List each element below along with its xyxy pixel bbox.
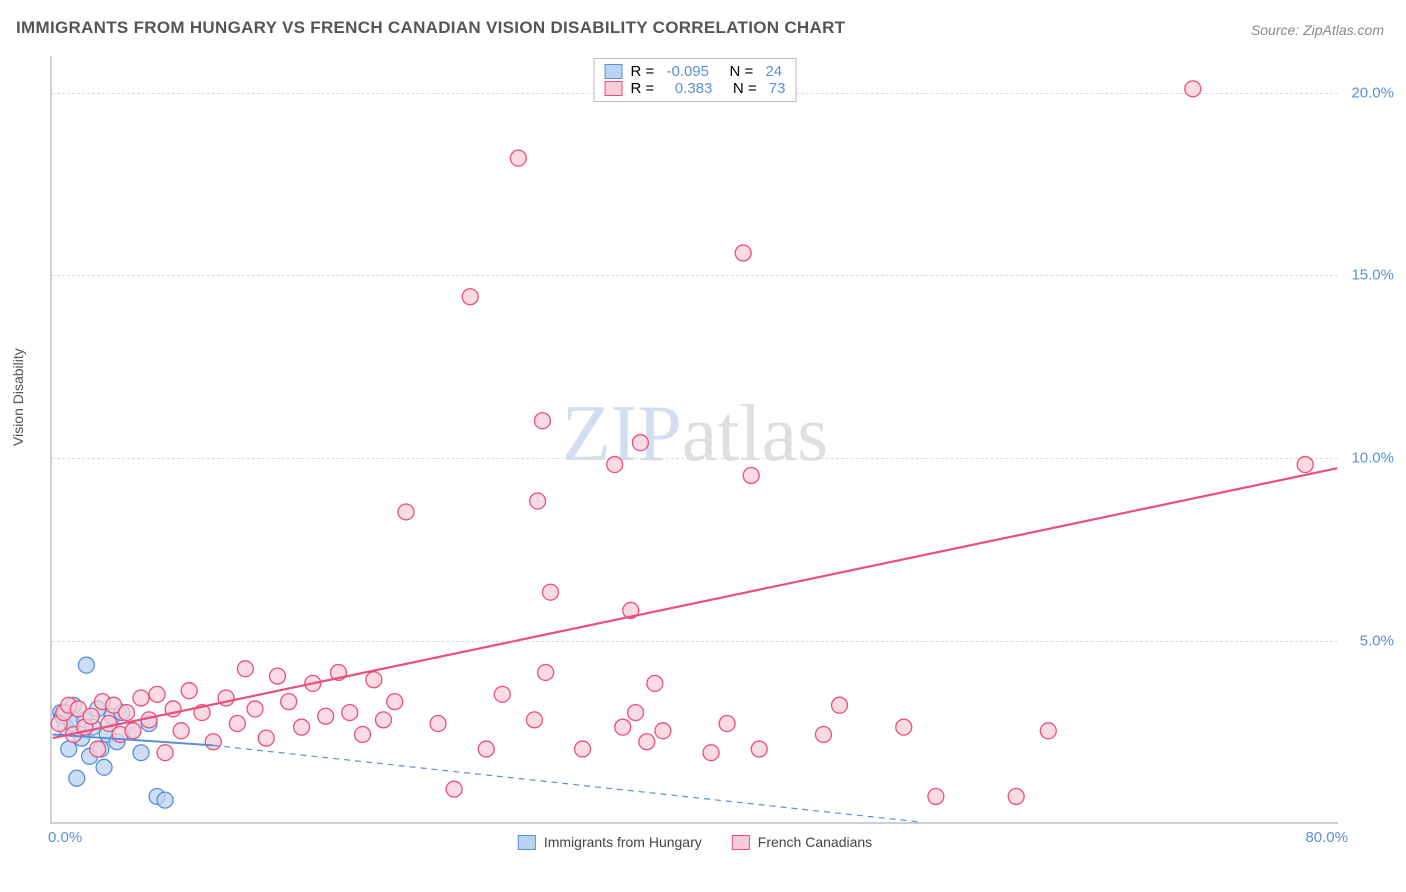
y-tick-label: 20.0% bbox=[1351, 84, 1394, 101]
data-point bbox=[575, 741, 591, 757]
data-point bbox=[355, 726, 371, 742]
data-point bbox=[743, 467, 759, 483]
data-point bbox=[655, 723, 671, 739]
data-point bbox=[387, 694, 403, 710]
stat-n-label: N = bbox=[717, 63, 757, 80]
data-point bbox=[398, 504, 414, 520]
data-point bbox=[61, 741, 77, 757]
data-point bbox=[462, 289, 478, 305]
stats-box: R = -0.095 N = 24 R = 0.383 N = 73 bbox=[594, 58, 797, 102]
data-point bbox=[719, 716, 735, 732]
y-tick-label: 15.0% bbox=[1351, 267, 1394, 284]
data-point bbox=[639, 734, 655, 750]
data-point bbox=[751, 741, 767, 757]
data-point bbox=[815, 726, 831, 742]
legend-item-french: French Canadians bbox=[732, 834, 872, 850]
data-point bbox=[735, 245, 751, 261]
data-point bbox=[237, 661, 253, 677]
data-point bbox=[1040, 723, 1056, 739]
data-point bbox=[157, 745, 173, 761]
stat-n-label: N = bbox=[720, 80, 760, 97]
data-point bbox=[119, 705, 135, 721]
data-point bbox=[133, 690, 149, 706]
data-point bbox=[181, 683, 197, 699]
data-point bbox=[133, 745, 149, 761]
scatter-svg bbox=[52, 56, 1338, 822]
data-point bbox=[90, 741, 106, 757]
stats-row-french: R = 0.383 N = 73 bbox=[605, 80, 786, 97]
data-point bbox=[318, 708, 334, 724]
data-point bbox=[1297, 457, 1313, 473]
data-point bbox=[530, 493, 546, 509]
data-point bbox=[534, 413, 550, 429]
y-tick-label: 5.0% bbox=[1360, 633, 1394, 650]
data-point bbox=[628, 705, 644, 721]
data-point bbox=[69, 770, 85, 786]
stats-row-hungary: R = -0.095 N = 24 bbox=[605, 63, 786, 80]
x-tick-0: 0.0% bbox=[48, 829, 82, 846]
data-point bbox=[478, 741, 494, 757]
data-point bbox=[607, 457, 623, 473]
data-point bbox=[258, 730, 274, 746]
legend-label-hungary: Immigrants from Hungary bbox=[544, 834, 702, 850]
data-point bbox=[494, 686, 510, 702]
data-point bbox=[510, 150, 526, 166]
stat-r-french: 0.383 bbox=[666, 80, 712, 97]
data-point bbox=[78, 657, 94, 673]
stat-r-label: R = bbox=[631, 63, 659, 80]
data-point bbox=[149, 686, 165, 702]
data-point bbox=[1008, 788, 1024, 804]
data-point bbox=[96, 759, 112, 775]
legend-label-french: French Canadians bbox=[758, 834, 872, 850]
data-point bbox=[896, 719, 912, 735]
stat-r-label: R = bbox=[631, 80, 659, 97]
data-point bbox=[342, 705, 358, 721]
data-point bbox=[83, 708, 99, 724]
trend-line bbox=[53, 468, 1338, 738]
bottom-legend: Immigrants from Hungary French Canadians bbox=[518, 834, 872, 850]
data-point bbox=[1185, 81, 1201, 97]
source-label: Source: ZipAtlas.com bbox=[1251, 22, 1384, 38]
y-tick-label: 10.0% bbox=[1351, 450, 1394, 467]
data-point bbox=[157, 792, 173, 808]
data-point bbox=[430, 716, 446, 732]
data-point bbox=[446, 781, 462, 797]
legend-swatch-french bbox=[732, 835, 750, 850]
data-point bbox=[281, 694, 297, 710]
data-point bbox=[270, 668, 286, 684]
chart-title: IMMIGRANTS FROM HUNGARY VS FRENCH CANADI… bbox=[16, 18, 845, 38]
data-point bbox=[205, 734, 221, 750]
data-point bbox=[125, 723, 141, 739]
data-point bbox=[647, 675, 663, 691]
data-point bbox=[229, 716, 245, 732]
data-point bbox=[832, 697, 848, 713]
legend-item-hungary: Immigrants from Hungary bbox=[518, 834, 702, 850]
stat-r-hungary: -0.095 bbox=[666, 63, 709, 80]
data-point bbox=[542, 584, 558, 600]
x-tick-1: 80.0% bbox=[1305, 829, 1348, 846]
data-point bbox=[928, 788, 944, 804]
data-point bbox=[294, 719, 310, 735]
swatch-hungary bbox=[605, 64, 623, 79]
swatch-french bbox=[605, 81, 623, 96]
data-point bbox=[703, 745, 719, 761]
legend-swatch-hungary bbox=[518, 835, 536, 850]
stat-n-hungary: 24 bbox=[765, 63, 782, 80]
data-point bbox=[366, 672, 382, 688]
data-point bbox=[615, 719, 631, 735]
trend-line-extrapolation bbox=[213, 745, 920, 822]
data-point bbox=[247, 701, 263, 717]
data-point bbox=[526, 712, 542, 728]
plot-area: ZIPatlas 5.0%10.0%15.0%20.0% 0.0% 80.0% … bbox=[50, 56, 1338, 824]
data-point bbox=[375, 712, 391, 728]
data-point bbox=[632, 435, 648, 451]
y-axis-label: Vision Disability bbox=[10, 348, 26, 446]
data-point bbox=[538, 664, 554, 680]
data-point bbox=[173, 723, 189, 739]
stat-n-french: 73 bbox=[769, 80, 786, 97]
